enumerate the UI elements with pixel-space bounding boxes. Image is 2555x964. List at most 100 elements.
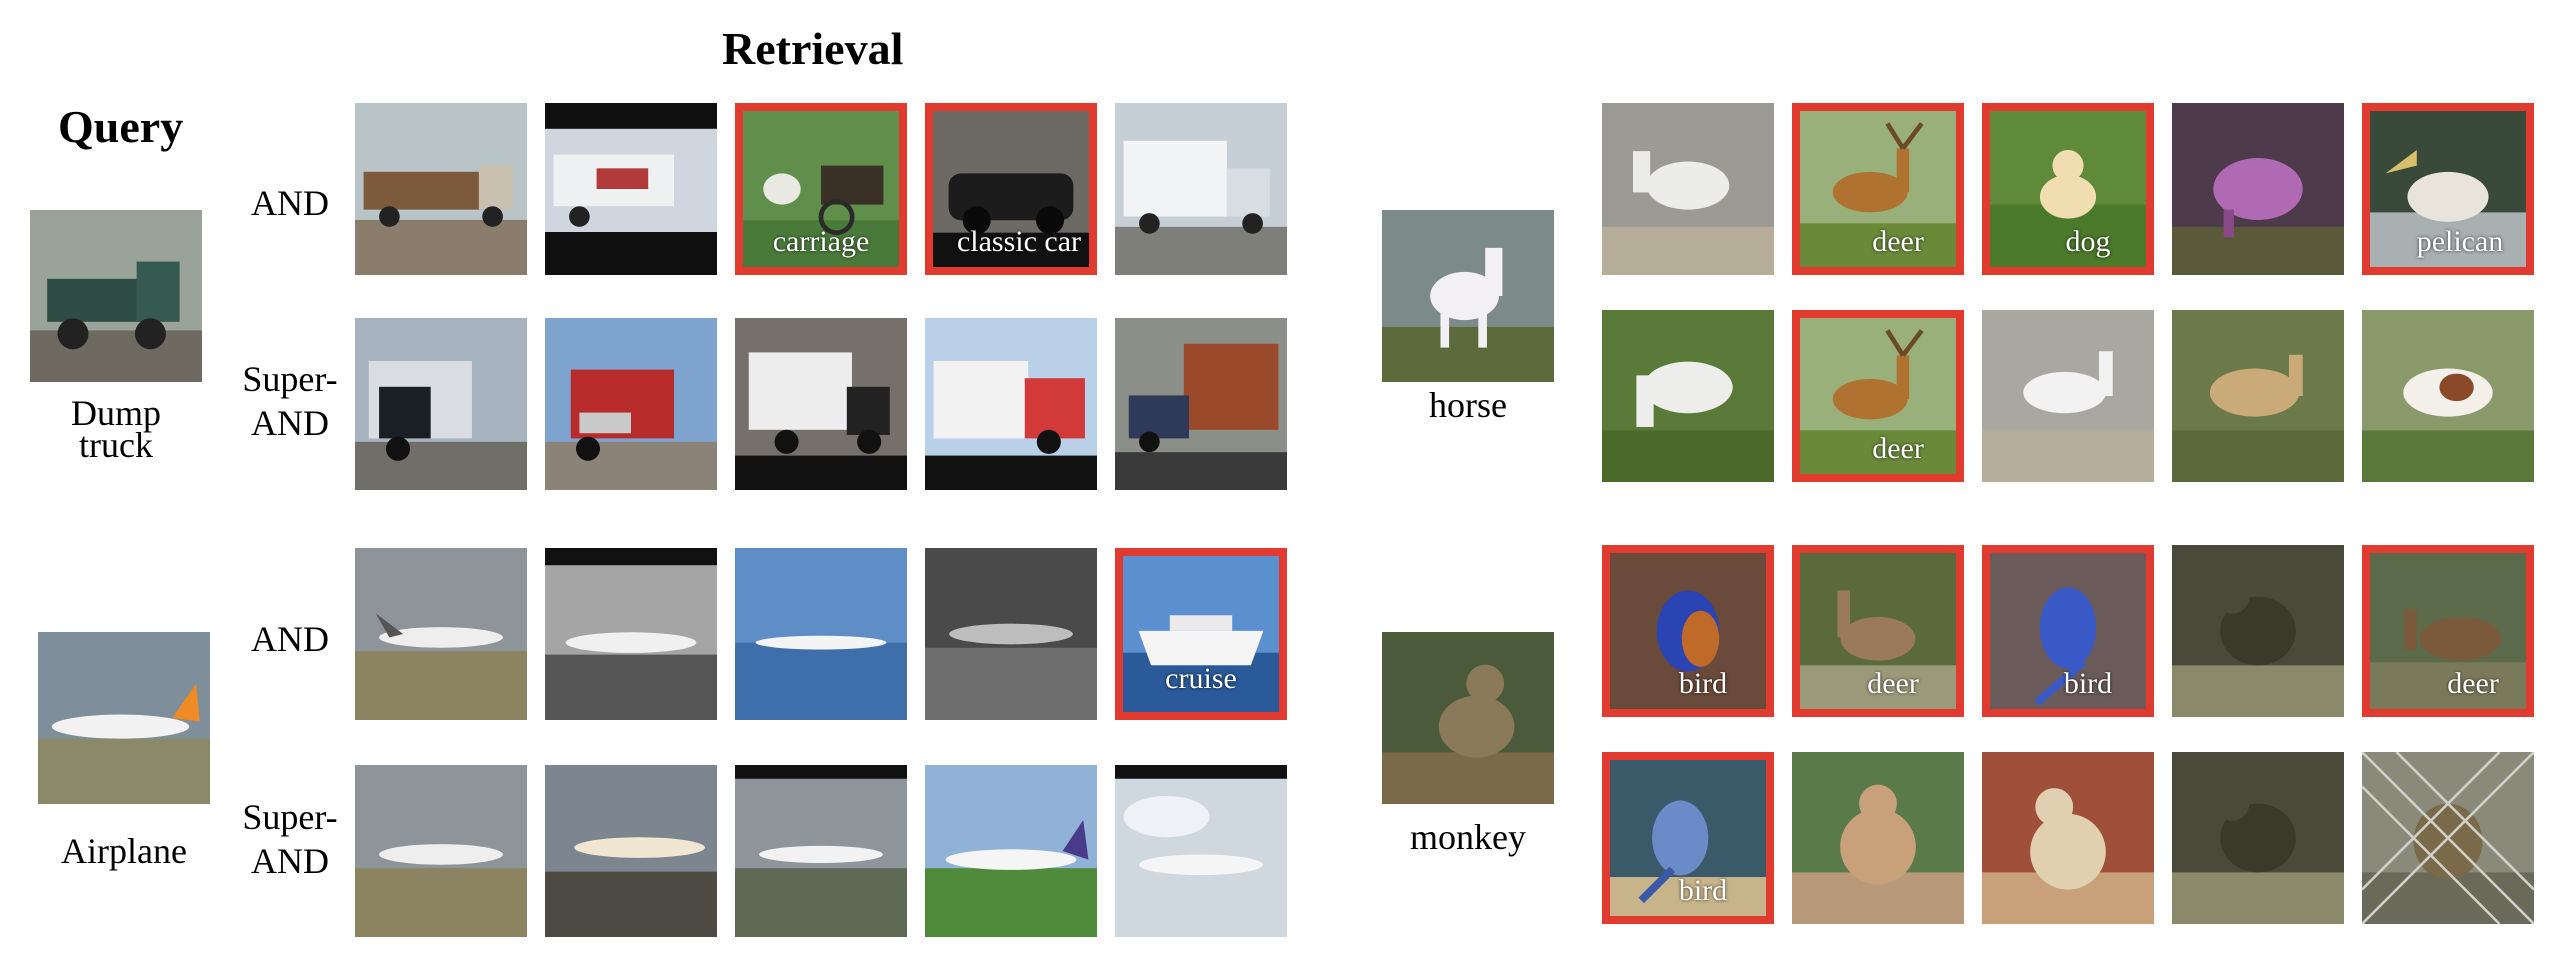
result-tile [1115,318,1287,490]
dog-icon [1990,111,2146,267]
result-tile [925,318,1097,490]
truck-icon [735,318,907,490]
result-tile [355,548,527,720]
wrong-class-label: dog [2065,225,2111,258]
wrong-result-tile: carriage [735,103,907,275]
wrong-result-tile: bird [1602,545,1774,717]
query-label-dump: Dump [71,393,161,433]
horse-icon [1982,310,2154,482]
and-row-label: AND [251,183,329,223]
query-label-airplane: Airplane [61,831,187,871]
monkey-icon [1792,752,1964,924]
truck-icon [545,103,717,275]
airplane-icon [735,765,907,937]
horse-icon [2172,310,2344,482]
wrong-class-label: bird [2063,667,2113,700]
result-tile [1602,103,1774,275]
result-tile [2362,752,2534,924]
wrong-class-label: deer [1872,432,1924,465]
horse-icon [2172,103,2344,275]
result-tile [1982,310,2154,482]
wrong-class-label: pelican [2416,225,2504,258]
result-tile [1982,752,2154,924]
result-tile [2172,752,2344,924]
result-tile [545,103,717,275]
result-tile [735,765,907,937]
retrieval-heading: Retrieval [722,23,904,74]
result-tile [1115,103,1287,275]
truck-icon [1115,103,1287,275]
result-tile [735,318,907,490]
result-tile [2172,310,2344,482]
wrong-result-tile: dog [1982,103,2154,275]
deer-icon [1800,553,1956,709]
bird-icon [1990,553,2146,709]
truck-icon [545,318,717,490]
and-row-label: AND [251,619,329,659]
monkey-icon [1382,632,1554,804]
airplane-icon [545,548,717,720]
truck-icon [355,103,527,275]
horse-icon [1382,210,1554,382]
wrong-class-label: deer [1867,667,1919,700]
deer-icon [1800,111,1956,267]
wrong-result-tile: deer [1792,310,1964,482]
wrong-class-label: bird [1678,667,1728,700]
result-tile [735,548,907,720]
bird-icon [1610,760,1766,916]
query-image-horse [1382,210,1554,382]
query-image-monkey [1382,632,1554,804]
truck-icon [925,318,1097,490]
wrong-class-label: classic car [956,225,1082,258]
result-tile [545,765,717,937]
wrong-result-tile: deer [1792,545,1964,717]
query-image-dump-truck [30,210,202,382]
truck-icon [30,210,202,382]
wrong-result-tile: classic car [925,103,1097,275]
super-and-row-label-line1: Super- [242,797,338,837]
horse-icon [1602,310,1774,482]
horse-icon [1602,103,1774,275]
wrong-result-tile: bird [1982,545,2154,717]
monkey-icon [2362,752,2534,924]
wrong-result-tile: deer [1792,103,1964,275]
query-label-monkey: monkey [1410,817,1526,857]
airplane-icon [735,548,907,720]
carriage-icon [743,111,899,267]
result-tile [1602,310,1774,482]
result-tile [2172,545,2344,717]
wrong-class-label: deer [2447,667,2499,700]
monkey-icon [2172,752,2344,924]
monkey-icon [2172,545,2344,717]
airplane-icon [355,765,527,937]
result-tile [2172,103,2344,275]
wrong-class-label: cruise [1165,662,1237,695]
airplane-icon [355,548,527,720]
result-tile [355,765,527,937]
super-and-row-label-line2: AND [251,403,329,443]
airplane-icon [38,632,210,804]
result-tile [2362,310,2534,482]
super-and-row-label-line1: Super- [242,359,338,399]
result-tile [355,318,527,490]
airplane-icon [1115,765,1287,937]
bird-icon [1610,553,1766,709]
wrong-result-tile: deer [2362,545,2534,717]
wrong-result-tile: bird [1602,752,1774,924]
wrong-result-tile: pelican [2362,103,2534,275]
result-tile [1792,752,1964,924]
truck-icon [1115,318,1287,490]
result-tile [545,318,717,490]
result-tile [925,765,1097,937]
deer-icon [2370,553,2526,709]
car-icon [933,111,1089,267]
wrong-class-label: deer [1872,225,1924,258]
query-label-horse: horse [1429,385,1507,425]
airplane-icon [925,548,1097,720]
result-tile [925,548,1097,720]
monkey-icon [1982,752,2154,924]
result-tile [1115,765,1287,937]
airplane-icon [545,765,717,937]
result-tile [355,103,527,275]
super-and-row-label-line2: AND [251,841,329,881]
